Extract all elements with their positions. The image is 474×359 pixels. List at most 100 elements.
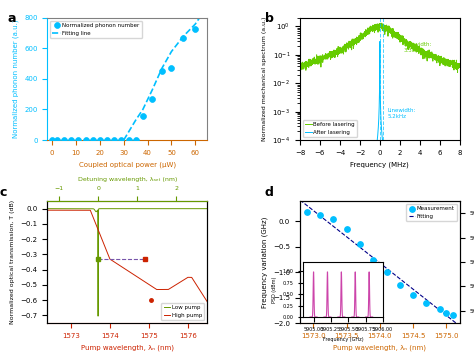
High pump: [140, 279, 146, 283]
X-axis label: Pump wavelength, λₙ (nm): Pump wavelength, λₙ (nm): [81, 344, 174, 351]
Before lasering: [378, 21, 384, 25]
Normalized phonon number: [48, 137, 56, 143]
Before lasering: [452, 63, 458, 67]
Measurement: [343, 226, 350, 232]
Measurement: [396, 282, 404, 288]
Fitting line: [200, 11, 205, 15]
Normalized phonon number: [89, 137, 97, 143]
After lasering: [375, 134, 381, 138]
Normalized phonon number: [82, 137, 90, 143]
Low pump: [106, 206, 111, 211]
After lasering: [423, 166, 428, 171]
After lasering: [452, 166, 458, 171]
Low pump: [164, 206, 170, 211]
Measurement: [410, 292, 417, 298]
After lasering: [297, 166, 303, 171]
Normalized phonon number: [53, 137, 61, 143]
Before lasering: [297, 63, 303, 67]
Normalized phonon number: [103, 137, 111, 143]
Normalized phonon number: [74, 137, 82, 143]
High pump: [204, 300, 210, 304]
Y-axis label: Normalized mechanical spectrum (a.u.): Normalized mechanical spectrum (a.u.): [262, 17, 267, 141]
X-axis label: Frequency (MHz): Frequency (MHz): [350, 161, 409, 168]
Low pump: [176, 206, 182, 211]
Measurement: [423, 300, 430, 306]
Text: Linewidth:
3.3MHz: Linewidth: 3.3MHz: [404, 42, 432, 53]
Fitting: [303, 203, 309, 207]
Measurement: [329, 216, 337, 222]
X-axis label: Coupled optical power (μW): Coupled optical power (μW): [79, 161, 176, 168]
Line: Fitting line: Fitting line: [124, 13, 202, 140]
Before lasering: [455, 70, 460, 75]
Low pump: [45, 206, 50, 211]
Fitting line: [121, 138, 127, 142]
Text: c: c: [0, 186, 7, 199]
Y-axis label: Frequency variation (GHz): Frequency variation (GHz): [261, 216, 267, 308]
High pump: [73, 208, 79, 213]
Measurement: [383, 269, 390, 275]
Normalized phonon number: [139, 113, 146, 118]
Fitting line: [192, 22, 198, 26]
Measurement: [303, 209, 310, 215]
Before lasering: [371, 26, 376, 30]
Normalized phonon number: [191, 26, 199, 32]
After lasering: [371, 160, 376, 164]
Low pump: [140, 206, 146, 211]
Text: b: b: [265, 12, 273, 25]
Low pump: [73, 206, 79, 211]
After lasering: [377, 39, 383, 43]
High pump: [176, 281, 182, 285]
Normalized phonon number: [125, 137, 132, 143]
Legend: Measurement, Fitting: Measurement, Fitting: [406, 204, 457, 221]
Measurement: [449, 313, 457, 318]
Text: d: d: [265, 186, 273, 199]
High pump: [148, 284, 154, 288]
Y-axis label: Normalized optical transmission, T (dB): Normalized optical transmission, T (dB): [10, 200, 15, 324]
Normalized phonon number: [67, 137, 75, 143]
Before lasering: [305, 62, 311, 66]
Low pump: [95, 314, 101, 318]
Normalized phonon number: [148, 96, 156, 102]
Normalized phonon number: [96, 137, 104, 143]
Normalized phonon number: [132, 137, 139, 143]
Fitting line: [133, 118, 138, 122]
Measurement: [436, 306, 444, 312]
Fitting line: [149, 88, 155, 92]
After lasering: [305, 166, 311, 171]
Normalized phonon number: [118, 137, 125, 143]
Fitting line: [181, 34, 186, 38]
Fitting: [326, 221, 332, 225]
High pump: [106, 253, 111, 258]
Normalized phonon number: [158, 69, 166, 74]
Y-axis label: Normalized phonon number (a.u.): Normalized phonon number (a.u.): [12, 20, 18, 138]
Fitting: [454, 321, 459, 326]
Fitting: [446, 315, 451, 320]
Normalized phonon number: [60, 137, 68, 143]
Line: After lasering: After lasering: [300, 41, 460, 168]
After lasering: [457, 166, 463, 171]
Measurement: [356, 241, 364, 247]
Legend: Normalized phonon number, Fitting line: Normalized phonon number, Fitting line: [50, 21, 142, 38]
Fitting: [339, 231, 345, 235]
Line: Fitting: Fitting: [300, 200, 456, 323]
Text: Linewidth:
5.2kHz: Linewidth: 5.2kHz: [388, 108, 416, 119]
Low pump: [204, 206, 210, 211]
Normalized phonon number: [110, 137, 118, 143]
Before lasering: [452, 62, 458, 66]
Before lasering: [375, 23, 381, 27]
Fitting: [440, 311, 446, 315]
High pump: [164, 287, 170, 292]
Fitting line: [159, 66, 165, 70]
Fitting: [307, 205, 312, 210]
X-axis label: Detuning wavelength, λₐₑₜ (nm): Detuning wavelength, λₐₑₜ (nm): [78, 177, 177, 182]
Low pump: [148, 206, 154, 211]
Line: Before lasering: Before lasering: [300, 23, 460, 73]
Line: Low pump: Low pump: [47, 209, 207, 316]
Normalized phonon number: [168, 65, 175, 71]
Measurement: [443, 310, 450, 316]
Fitting line: [140, 107, 146, 112]
Fitting line: [169, 49, 174, 53]
Measurement: [369, 257, 377, 262]
Legend: Before lasering, After lasering: Before lasering, After lasering: [303, 120, 357, 137]
After lasering: [452, 166, 458, 171]
